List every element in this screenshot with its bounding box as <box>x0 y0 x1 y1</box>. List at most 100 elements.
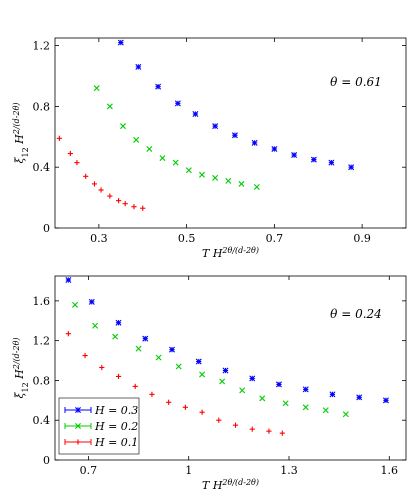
y-tick-label: 0.8 <box>33 100 51 113</box>
data-point <box>120 123 126 130</box>
data-point <box>185 167 192 174</box>
x-tick-label: 1.3 <box>280 464 298 477</box>
data-point <box>279 430 285 436</box>
legend-marker <box>75 407 81 413</box>
y-tick-label: 1.2 <box>33 40 51 53</box>
plot-frame <box>54 37 407 229</box>
data-point <box>135 345 142 352</box>
legend-label: H = 0.2 <box>94 420 138 433</box>
legend-entry: H = 0.3 <box>64 404 138 417</box>
data-point <box>322 407 329 414</box>
data-point <box>92 322 99 329</box>
data-point <box>238 180 245 187</box>
data-point <box>195 358 202 365</box>
data-point <box>116 198 122 204</box>
data-point <box>122 201 128 207</box>
data-point <box>291 152 298 159</box>
data-point <box>219 378 226 385</box>
data-point <box>142 335 149 342</box>
data-point <box>117 39 124 46</box>
data-point <box>192 111 199 117</box>
data-point <box>99 364 105 371</box>
y-tick-label: 0.4 <box>33 161 51 174</box>
data-point <box>216 417 222 423</box>
data-point <box>232 422 239 428</box>
data-point <box>266 428 272 434</box>
data-point <box>328 159 335 166</box>
data-point <box>231 132 238 139</box>
data-point <box>174 100 181 107</box>
data-point <box>132 383 138 389</box>
data-point <box>159 155 166 162</box>
data-point <box>382 397 389 404</box>
legend-entry: H = 0.2 <box>64 420 138 433</box>
legend-marker <box>75 439 81 445</box>
data-point <box>271 145 278 152</box>
data-point <box>249 375 256 382</box>
data-point <box>83 173 89 179</box>
x-tick-label: 0.7 <box>80 464 98 477</box>
x-tick-label: 0.9 <box>353 232 371 245</box>
x-axis-label: T H2θ/(d-2θ) <box>202 478 259 493</box>
data-point <box>249 426 255 432</box>
y-axis-label: ξ12 H2/(d-2θ) <box>12 337 30 398</box>
y-tick-label: 1.2 <box>33 335 51 348</box>
plot-frame <box>54 275 407 461</box>
data-point <box>56 135 62 141</box>
data-point <box>155 83 162 90</box>
data-point <box>98 187 104 193</box>
legend-label: H = 0.1 <box>94 436 138 449</box>
data-point <box>342 411 349 418</box>
data-point <box>65 331 71 337</box>
data-point <box>199 371 206 378</box>
data-point <box>329 391 336 398</box>
series-0 <box>65 276 389 404</box>
series-1 <box>72 301 349 418</box>
bottom-panel: 0.7 1 1.3 1.6 0 0.4 0.8 1.2 1.6 T H2θ/(d-2θ) ξ12 H… <box>12 275 407 493</box>
legend-marker <box>75 423 81 429</box>
data-point <box>135 63 142 70</box>
series-2 <box>65 331 285 436</box>
data-point <box>107 193 113 199</box>
top-panel: 0.3 0.5 0.7 0.9 0 0.4 0.8 1.2 T H2θ/(d-2θ) ξ12 H2… <box>12 37 407 260</box>
y-tick-label: 0.4 <box>33 414 51 427</box>
data-point <box>74 160 80 166</box>
data-point <box>133 136 140 143</box>
series-1 <box>93 85 260 190</box>
data-point <box>182 404 188 410</box>
data-point <box>115 373 122 380</box>
data-point <box>275 381 282 388</box>
data-point <box>310 156 317 163</box>
theta-annotation: θ = 0.61 <box>330 75 382 89</box>
data-point <box>146 145 153 152</box>
data-point <box>166 399 172 405</box>
data-point <box>239 387 246 394</box>
y-tick-label: 0.8 <box>33 374 51 387</box>
data-point <box>302 386 309 393</box>
data-point <box>225 177 232 184</box>
data-point <box>251 139 258 146</box>
data-point <box>155 354 162 361</box>
data-point <box>131 204 137 210</box>
data-point <box>348 164 355 171</box>
data-point <box>93 85 100 92</box>
data-point <box>82 352 88 359</box>
data-point <box>172 159 179 166</box>
data-point <box>67 150 73 157</box>
theta-annotation: θ = 0.24 <box>330 307 382 321</box>
data-point <box>65 276 72 283</box>
data-point <box>259 395 266 402</box>
data-point <box>91 181 98 187</box>
x-tick-label: 1.6 <box>381 464 399 477</box>
data-point <box>212 174 219 181</box>
series-2 <box>56 135 146 211</box>
data-point <box>356 394 363 401</box>
data-point <box>282 400 289 407</box>
y-axis-label: ξ12 H2/(d-2θ) <box>12 102 30 163</box>
legend: H = 0.3 H = 0.2 H = 0.1 <box>58 397 140 455</box>
data-point <box>212 123 219 130</box>
data-point <box>88 298 95 305</box>
x-tick-label: 0.3 <box>90 232 108 245</box>
data-point <box>106 103 113 110</box>
